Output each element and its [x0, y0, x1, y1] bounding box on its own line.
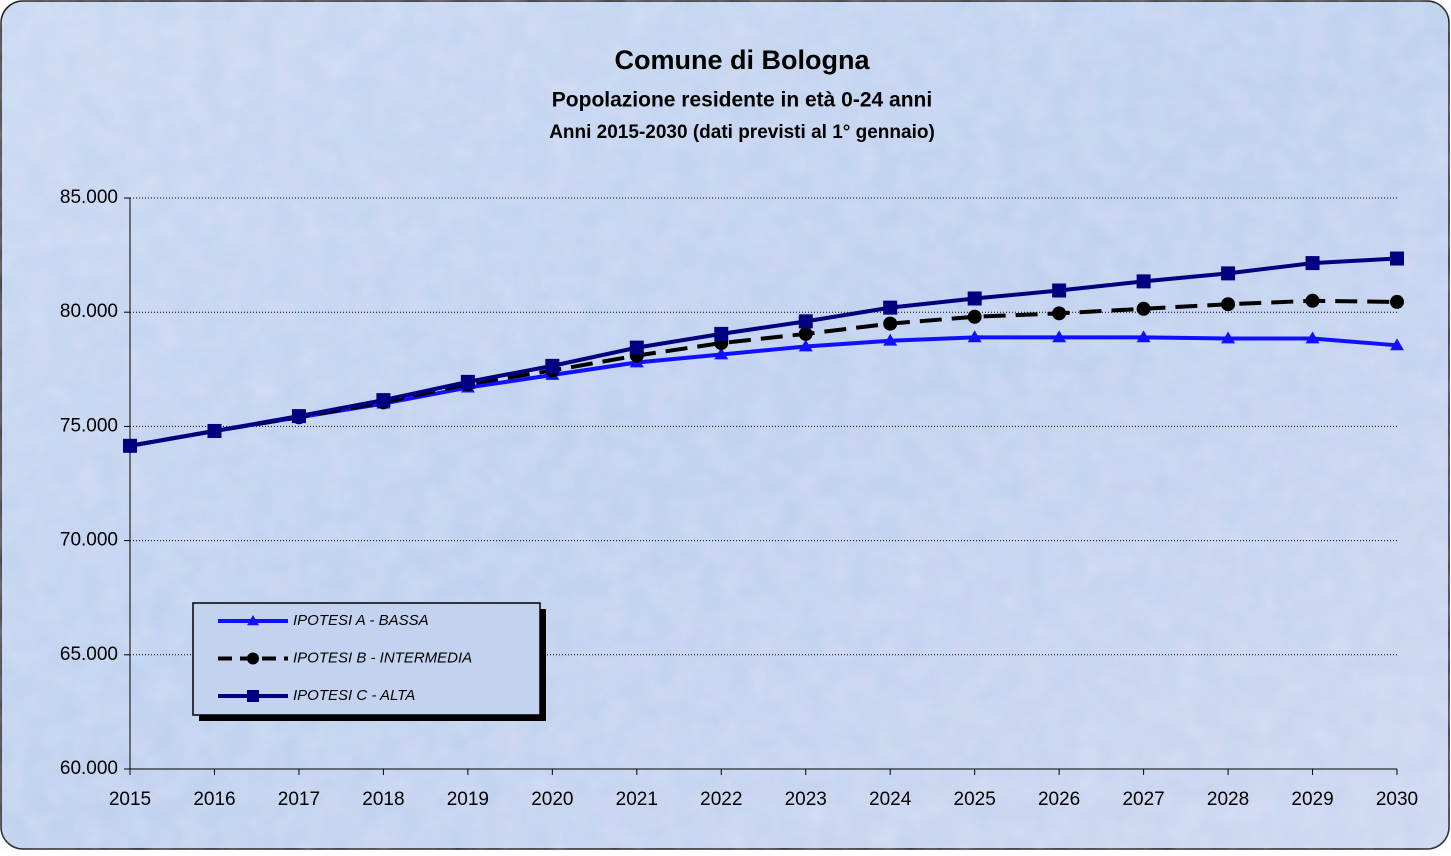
x-tick-label: 2021 — [616, 789, 658, 810]
marker — [1136, 301, 1151, 316]
chart-title: Comune di Bologna — [615, 45, 871, 75]
marker — [1221, 331, 1236, 344]
x-tick-label: 2018 — [362, 789, 404, 810]
legend-label: IPOTESI B - INTERMEDIA — [293, 649, 472, 666]
marker — [1390, 294, 1404, 309]
marker — [1052, 283, 1067, 298]
series-line — [129, 335, 1398, 448]
marker — [714, 347, 729, 360]
marker — [798, 314, 813, 329]
marker — [1390, 338, 1404, 351]
marker — [247, 652, 259, 665]
marker — [1221, 297, 1236, 312]
marker — [967, 330, 982, 343]
marker — [1305, 293, 1320, 308]
x-tick-label: 2019 — [447, 789, 489, 810]
marker — [291, 409, 306, 424]
x-tick-label: 2026 — [1038, 789, 1080, 810]
y-tick-label: 85.000 — [60, 187, 118, 208]
marker — [1305, 256, 1320, 271]
marker — [207, 423, 222, 438]
legend-label: IPOTESI C - ALTA — [293, 687, 415, 704]
x-tick-label: 2024 — [869, 789, 912, 810]
x-tick-label: 2028 — [1207, 789, 1249, 810]
marker — [1136, 274, 1151, 289]
legend-label: IPOTESI A - BASSA — [293, 612, 429, 629]
y-tick-label: 60.000 — [60, 758, 118, 779]
marker — [967, 291, 982, 306]
series-line — [129, 298, 1398, 448]
x-tick-label: 2016 — [193, 789, 235, 810]
marker — [798, 339, 813, 352]
x-tick-label: 2030 — [1376, 789, 1418, 810]
x-tick-label: 2020 — [531, 789, 573, 810]
marker — [1305, 331, 1320, 344]
marker — [629, 340, 644, 355]
x-tick-label: 2022 — [700, 789, 742, 810]
y-tick-label: 80.000 — [60, 301, 118, 322]
marker — [883, 333, 898, 346]
marker — [247, 615, 259, 626]
x-tick-label: 2029 — [1291, 789, 1333, 810]
x-tick-label: 2015 — [109, 789, 151, 810]
y-tick-label: 65.000 — [60, 644, 118, 665]
marker — [967, 309, 982, 324]
marker — [123, 438, 137, 453]
chart-subtitle: Anni 2015-2030 (dati previsti al 1° genn… — [549, 122, 935, 143]
marker — [545, 358, 560, 373]
x-tick-label: 2017 — [278, 789, 320, 810]
marker — [376, 393, 391, 408]
y-tick-label: 70.000 — [60, 530, 118, 551]
y-tick-label: 75.000 — [60, 415, 118, 436]
marker — [1136, 330, 1151, 343]
marker — [714, 326, 729, 341]
marker — [883, 300, 898, 315]
marker — [460, 374, 475, 389]
x-tick-label: 2023 — [785, 789, 827, 810]
legend: IPOTESI A - BASSA IPOTESI B - INTERMEDIA I… — [192, 602, 546, 721]
plot-area: 60.000 65.000 70.000 75.000 80.000 85.000 2015… — [60, 187, 1418, 810]
marker — [1221, 266, 1236, 281]
series-line — [129, 256, 1398, 448]
marker — [247, 690, 259, 702]
marker — [1052, 306, 1067, 321]
x-tick-label: 2027 — [1122, 789, 1164, 810]
marker — [798, 326, 813, 341]
marker — [883, 316, 898, 331]
chart-subtitle: Popolazione residente in età 0-24 anni — [552, 89, 932, 112]
marker — [1052, 330, 1067, 343]
marker — [1390, 251, 1404, 266]
x-tick-label: 2025 — [954, 789, 996, 810]
